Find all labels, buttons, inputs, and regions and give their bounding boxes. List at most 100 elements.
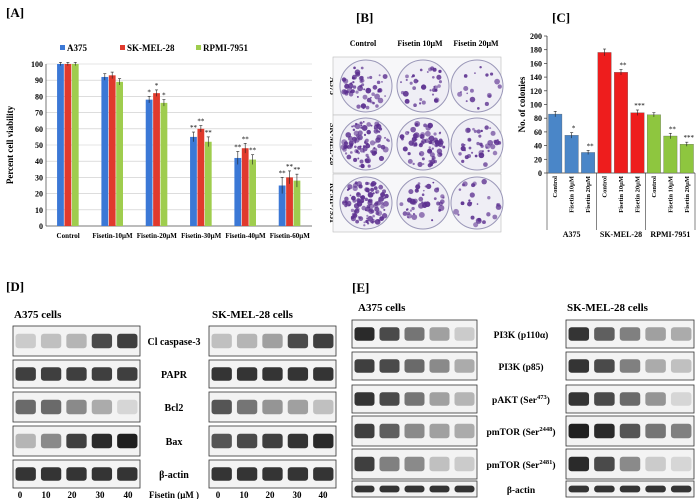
significance-mark: ** bbox=[242, 135, 250, 143]
colony bbox=[433, 137, 438, 143]
dose-label: 40 bbox=[319, 490, 329, 499]
colony bbox=[374, 202, 378, 207]
colony bbox=[431, 147, 434, 150]
colony bbox=[435, 144, 438, 147]
band bbox=[404, 359, 425, 373]
colony bbox=[354, 181, 358, 185]
colony bbox=[409, 81, 413, 85]
colony bbox=[428, 159, 432, 163]
band bbox=[40, 399, 62, 415]
significance-mark: ** bbox=[279, 169, 287, 177]
protein-label-text: ) bbox=[552, 427, 555, 438]
colony bbox=[407, 131, 410, 134]
colony bbox=[360, 66, 364, 70]
colony bbox=[362, 94, 368, 100]
band bbox=[91, 333, 113, 349]
significance-mark: * bbox=[572, 125, 576, 133]
protein-label: pAKT (Ser473) bbox=[492, 394, 550, 406]
protein-label-superscript: 2481 bbox=[539, 459, 552, 466]
colony bbox=[375, 104, 379, 108]
band bbox=[313, 433, 334, 449]
colony bbox=[361, 125, 368, 131]
colony bbox=[402, 90, 409, 97]
colony bbox=[367, 215, 374, 222]
colony bbox=[366, 129, 371, 135]
colony bbox=[493, 139, 498, 144]
colony bbox=[460, 201, 465, 206]
colony bbox=[428, 137, 431, 140]
significance-mark: ** bbox=[190, 124, 198, 132]
band bbox=[429, 392, 450, 406]
colony bbox=[367, 191, 374, 198]
colony bbox=[465, 100, 468, 103]
bar bbox=[663, 135, 678, 174]
colony bbox=[348, 204, 351, 207]
band bbox=[91, 367, 113, 381]
colony bbox=[361, 164, 365, 169]
colony bbox=[413, 78, 419, 84]
band bbox=[15, 333, 36, 349]
colony bbox=[429, 140, 434, 145]
colony bbox=[358, 184, 363, 189]
colony bbox=[360, 103, 367, 109]
colony bbox=[357, 157, 360, 160]
colony bbox=[487, 196, 491, 200]
band bbox=[645, 392, 666, 406]
colony bbox=[356, 198, 361, 203]
colony bbox=[384, 95, 387, 98]
band bbox=[379, 327, 400, 341]
colony bbox=[350, 215, 355, 220]
colony bbox=[405, 74, 409, 79]
colony bbox=[347, 83, 354, 89]
band bbox=[429, 327, 450, 341]
band bbox=[117, 367, 138, 381]
colony bbox=[366, 214, 369, 217]
colony bbox=[469, 192, 475, 198]
band bbox=[354, 359, 375, 373]
significance-mark: ** bbox=[620, 62, 628, 70]
colony bbox=[438, 208, 442, 212]
colony bbox=[374, 218, 381, 225]
legend-swatch bbox=[60, 45, 65, 50]
colony bbox=[357, 85, 364, 92]
band bbox=[454, 456, 475, 472]
colony bbox=[350, 208, 355, 213]
colony bbox=[436, 74, 442, 80]
band bbox=[15, 399, 36, 415]
colony bbox=[476, 129, 481, 134]
colony bbox=[484, 125, 489, 130]
cell-line-title: SK-MEL-28 cells bbox=[212, 309, 294, 321]
colony bbox=[368, 198, 373, 203]
colony bbox=[424, 130, 431, 137]
colony bbox=[477, 217, 482, 222]
y-tick-label: 0 bbox=[538, 169, 542, 178]
colony bbox=[463, 86, 469, 92]
bar bbox=[108, 75, 116, 226]
band bbox=[66, 433, 87, 449]
colony bbox=[428, 67, 433, 72]
colony bbox=[409, 209, 413, 212]
colony bbox=[478, 134, 482, 138]
band bbox=[404, 456, 425, 472]
colony bbox=[362, 150, 365, 153]
colony bbox=[382, 74, 388, 79]
significance-mark: ** bbox=[197, 118, 205, 126]
legend-label: SK-MEL-28 bbox=[127, 43, 175, 53]
significance-mark: *** bbox=[634, 102, 645, 110]
band bbox=[619, 359, 641, 373]
colony bbox=[429, 152, 435, 158]
colony bbox=[421, 138, 427, 144]
band bbox=[211, 333, 232, 349]
band bbox=[313, 367, 334, 381]
colony bbox=[377, 97, 384, 104]
bar bbox=[101, 76, 109, 227]
panel-label-c: [C] bbox=[552, 10, 570, 25]
colony bbox=[365, 153, 369, 157]
culture-plate bbox=[450, 59, 504, 113]
colony bbox=[359, 145, 362, 148]
band bbox=[379, 423, 400, 439]
colony bbox=[364, 197, 368, 202]
colony bbox=[438, 80, 442, 84]
colony bbox=[431, 219, 434, 222]
band bbox=[211, 367, 232, 381]
